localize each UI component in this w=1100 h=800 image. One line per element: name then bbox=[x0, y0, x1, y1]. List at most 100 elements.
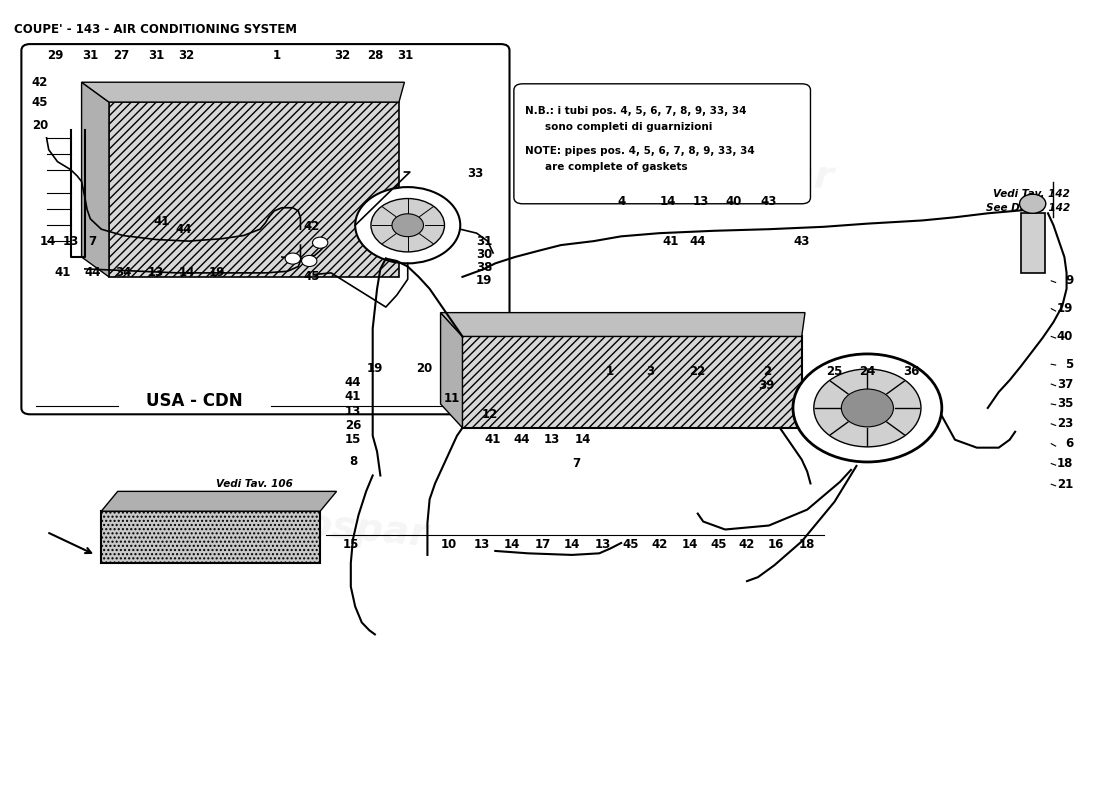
Text: Vedi Tav. 142: Vedi Tav. 142 bbox=[993, 189, 1070, 199]
Text: 44: 44 bbox=[85, 266, 101, 279]
Text: 44: 44 bbox=[514, 434, 530, 446]
Text: 14: 14 bbox=[574, 434, 591, 446]
Text: N.B.: i tubi pos. 4, 5, 6, 7, 8, 9, 33, 34: N.B.: i tubi pos. 4, 5, 6, 7, 8, 9, 33, … bbox=[525, 106, 746, 116]
Text: 34: 34 bbox=[116, 266, 131, 279]
Text: 1: 1 bbox=[273, 49, 280, 62]
Text: COUPE' - 143 - AIR CONDITIONING SYSTEM: COUPE' - 143 - AIR CONDITIONING SYSTEM bbox=[13, 22, 297, 36]
Bar bbox=[1021, 214, 1045, 273]
Text: 13: 13 bbox=[147, 266, 164, 279]
Text: 4: 4 bbox=[617, 195, 625, 208]
Bar bbox=[101, 511, 320, 563]
Text: 8: 8 bbox=[349, 455, 358, 469]
Text: 42: 42 bbox=[739, 538, 756, 551]
Text: 27: 27 bbox=[113, 49, 129, 62]
Text: 42: 42 bbox=[32, 76, 48, 89]
Text: 14: 14 bbox=[40, 234, 56, 248]
Circle shape bbox=[355, 187, 460, 263]
Text: 14: 14 bbox=[660, 195, 676, 208]
Circle shape bbox=[371, 198, 444, 252]
Text: 39: 39 bbox=[759, 379, 774, 392]
Text: 17: 17 bbox=[535, 538, 550, 551]
Text: 13: 13 bbox=[345, 405, 361, 418]
Text: 42: 42 bbox=[651, 538, 668, 551]
Circle shape bbox=[392, 214, 424, 237]
Text: 45: 45 bbox=[304, 270, 320, 283]
Text: 24: 24 bbox=[859, 365, 876, 378]
Text: 31: 31 bbox=[82, 49, 99, 62]
Circle shape bbox=[814, 369, 921, 447]
Text: 31: 31 bbox=[147, 49, 164, 62]
Text: 13: 13 bbox=[693, 195, 710, 208]
Circle shape bbox=[793, 354, 942, 462]
Text: sono completi di guarnizioni: sono completi di guarnizioni bbox=[544, 122, 712, 132]
Text: 21: 21 bbox=[1057, 478, 1074, 490]
Text: 7: 7 bbox=[572, 457, 581, 470]
Text: 22: 22 bbox=[690, 365, 706, 378]
Text: NOTE: pipes pos. 4, 5, 6, 7, 8, 9, 33, 34: NOTE: pipes pos. 4, 5, 6, 7, 8, 9, 33, 3… bbox=[525, 146, 755, 156]
Text: 45: 45 bbox=[623, 538, 639, 551]
Circle shape bbox=[301, 255, 317, 266]
Text: 13: 13 bbox=[474, 538, 491, 551]
Text: 19: 19 bbox=[209, 266, 226, 279]
Text: 3: 3 bbox=[647, 365, 654, 378]
Text: 11: 11 bbox=[443, 392, 460, 405]
Text: 37: 37 bbox=[1057, 378, 1074, 390]
Text: eurospar: eurospar bbox=[232, 500, 430, 554]
Text: 29: 29 bbox=[47, 49, 64, 62]
Text: 26: 26 bbox=[344, 419, 361, 432]
Text: 42: 42 bbox=[304, 220, 320, 234]
Text: See Draw. 142: See Draw. 142 bbox=[986, 203, 1070, 214]
Text: 15: 15 bbox=[342, 538, 359, 551]
Text: 18: 18 bbox=[1057, 457, 1074, 470]
Text: 14: 14 bbox=[504, 538, 520, 551]
Text: 13: 13 bbox=[594, 538, 610, 551]
Text: 7: 7 bbox=[88, 234, 97, 248]
Text: 20: 20 bbox=[32, 119, 48, 133]
Text: 40: 40 bbox=[1057, 330, 1074, 343]
Text: 44: 44 bbox=[175, 222, 191, 236]
Bar bbox=[462, 337, 802, 428]
Text: 13: 13 bbox=[544, 434, 560, 446]
Text: See Draw. 106: See Draw. 106 bbox=[217, 494, 300, 503]
Polygon shape bbox=[101, 491, 337, 511]
Polygon shape bbox=[441, 313, 462, 428]
Text: Vedi Tav. 106: Vedi Tav. 106 bbox=[217, 479, 293, 489]
Text: 32: 32 bbox=[334, 49, 350, 62]
Text: 41: 41 bbox=[485, 434, 502, 446]
Text: 10: 10 bbox=[441, 538, 458, 551]
Text: 41: 41 bbox=[344, 390, 361, 403]
Text: eurospar: eurospar bbox=[637, 142, 836, 197]
Text: 5: 5 bbox=[1065, 358, 1074, 370]
Text: 15: 15 bbox=[344, 434, 361, 446]
Text: 45: 45 bbox=[711, 538, 727, 551]
FancyBboxPatch shape bbox=[21, 44, 509, 414]
Text: USA - CDN: USA - CDN bbox=[146, 391, 243, 410]
Text: 19: 19 bbox=[366, 362, 383, 374]
Text: 16: 16 bbox=[768, 538, 783, 551]
Text: 9: 9 bbox=[1065, 274, 1074, 287]
Text: 43: 43 bbox=[793, 234, 810, 248]
Circle shape bbox=[1020, 194, 1046, 214]
Polygon shape bbox=[81, 82, 109, 277]
Text: 36: 36 bbox=[903, 365, 920, 378]
Text: 12: 12 bbox=[482, 408, 498, 421]
Text: 40: 40 bbox=[726, 195, 742, 208]
Text: 1: 1 bbox=[606, 365, 614, 378]
Text: 43: 43 bbox=[761, 195, 777, 208]
Text: 23: 23 bbox=[1057, 418, 1074, 430]
Circle shape bbox=[285, 253, 300, 264]
Circle shape bbox=[312, 237, 328, 248]
Text: 45: 45 bbox=[32, 95, 48, 109]
Text: 31: 31 bbox=[476, 234, 493, 248]
Text: 20: 20 bbox=[416, 362, 432, 374]
Text: 18: 18 bbox=[799, 538, 815, 551]
Polygon shape bbox=[441, 313, 805, 337]
Text: 44: 44 bbox=[690, 234, 706, 248]
Text: 6: 6 bbox=[1065, 437, 1074, 450]
Text: 25: 25 bbox=[826, 365, 843, 378]
Text: 41: 41 bbox=[153, 214, 169, 228]
Text: 30: 30 bbox=[476, 248, 493, 261]
Text: 14: 14 bbox=[563, 538, 580, 551]
Polygon shape bbox=[81, 82, 405, 102]
Text: 28: 28 bbox=[366, 49, 383, 62]
